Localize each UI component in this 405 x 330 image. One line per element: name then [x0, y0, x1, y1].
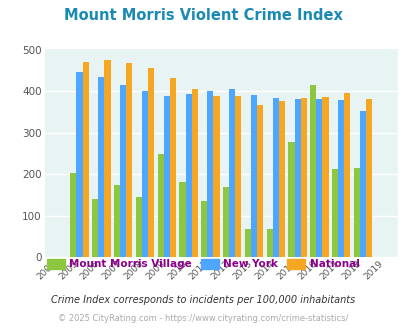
Bar [169, 78, 175, 257]
Text: © 2025 CityRating.com - https://www.cityrating.com/crime-statistics/: © 2025 CityRating.com - https://www.city… [58, 314, 347, 323]
Bar [201, 201, 207, 257]
Bar [309, 85, 315, 257]
Bar [359, 111, 365, 257]
Bar [114, 185, 120, 257]
Bar [82, 62, 88, 257]
Legend: Mount Morris Village, New York, National: Mount Morris Village, New York, National [42, 255, 363, 274]
Bar [126, 63, 132, 257]
Bar [315, 99, 322, 257]
Bar [157, 154, 163, 257]
Text: Crime Index corresponds to incidents per 100,000 inhabitants: Crime Index corresponds to incidents per… [51, 295, 354, 305]
Bar [244, 229, 250, 257]
Bar [365, 99, 371, 257]
Bar [266, 229, 272, 257]
Bar [213, 96, 219, 257]
Bar [104, 60, 110, 257]
Bar [343, 93, 350, 257]
Bar [250, 95, 256, 257]
Bar [256, 105, 262, 257]
Bar [148, 68, 154, 257]
Bar [288, 142, 294, 257]
Bar [76, 72, 82, 257]
Bar [272, 98, 278, 257]
Bar [142, 91, 148, 257]
Bar [92, 199, 98, 257]
Bar [191, 88, 197, 257]
Bar [331, 169, 337, 257]
Bar [70, 173, 76, 257]
Bar [163, 96, 169, 257]
Bar [337, 100, 343, 257]
Bar [98, 77, 104, 257]
Bar [135, 197, 142, 257]
Text: Mount Morris Violent Crime Index: Mount Morris Violent Crime Index [64, 8, 341, 23]
Bar [300, 98, 306, 257]
Bar [322, 97, 328, 257]
Bar [234, 96, 241, 257]
Bar [207, 91, 213, 257]
Bar [120, 85, 126, 257]
Bar [353, 168, 359, 257]
Bar [278, 101, 284, 257]
Bar [228, 88, 234, 257]
Bar [222, 187, 228, 257]
Bar [185, 94, 191, 257]
Bar [179, 182, 185, 257]
Bar [294, 99, 300, 257]
